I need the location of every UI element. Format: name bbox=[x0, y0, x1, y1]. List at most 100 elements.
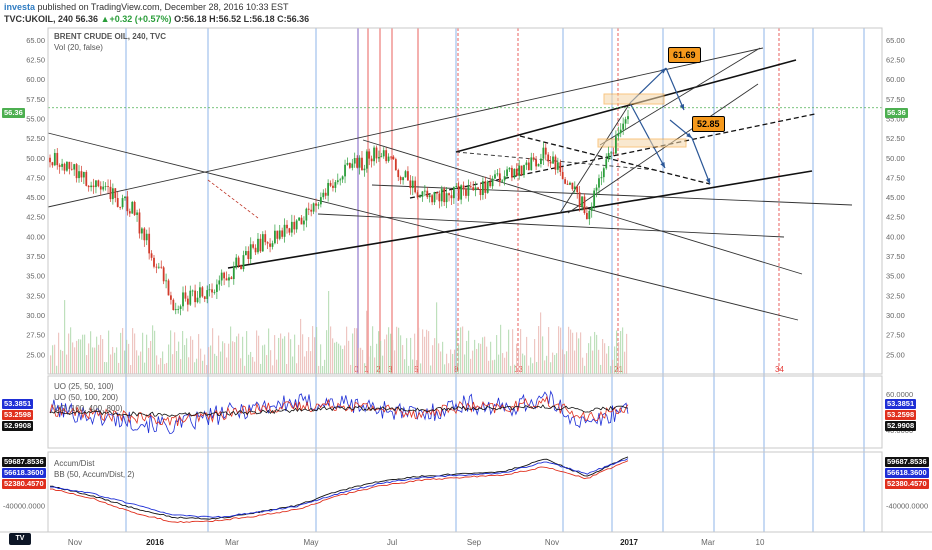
uo-tag-right-1: 53.3851 bbox=[885, 399, 917, 409]
candle-body bbox=[513, 168, 516, 178]
candle-body bbox=[128, 211, 131, 214]
rising-fan-3 bbox=[599, 47, 761, 146]
x-tick-label: Nov bbox=[68, 538, 82, 547]
candle-body bbox=[436, 192, 438, 194]
candle-body bbox=[324, 192, 327, 196]
volume-bar bbox=[254, 361, 256, 374]
volume-bar bbox=[170, 330, 172, 374]
volume-bar bbox=[508, 329, 510, 374]
candle-body bbox=[283, 224, 286, 237]
price-label: 56.36 bbox=[75, 14, 99, 24]
volume-bar bbox=[424, 336, 426, 374]
volume-bar bbox=[388, 327, 390, 374]
candle-body bbox=[66, 161, 68, 171]
volume-bar bbox=[560, 327, 562, 374]
candle-body bbox=[290, 221, 293, 233]
volume-bar bbox=[604, 343, 606, 374]
volume-bar bbox=[262, 345, 264, 374]
x-tick-label: 2017 bbox=[620, 538, 638, 547]
volume-bar bbox=[522, 353, 524, 374]
y-tick-label-right: 35.00 bbox=[886, 272, 905, 281]
x-tick-label: Sep bbox=[467, 538, 482, 547]
candle-body bbox=[353, 158, 356, 164]
volume-bar bbox=[88, 343, 90, 374]
candle-body bbox=[573, 186, 576, 190]
volume-bar bbox=[420, 363, 422, 374]
candle-body bbox=[532, 157, 535, 160]
volume-bar bbox=[362, 349, 364, 374]
volume-bar bbox=[178, 341, 180, 374]
price-tag-left: 56.36 bbox=[2, 108, 25, 118]
candle-body bbox=[341, 176, 344, 180]
candle-body bbox=[496, 173, 499, 175]
fan-line-3 bbox=[371, 184, 853, 206]
up-triangle-icon: ▲ bbox=[100, 14, 110, 24]
volume-bar bbox=[334, 342, 336, 374]
volume-bar bbox=[222, 341, 224, 374]
volume-bar bbox=[534, 339, 536, 374]
candle-body bbox=[419, 196, 421, 198]
author-link[interactable]: investa bbox=[4, 2, 36, 12]
candle-body bbox=[281, 230, 284, 237]
uo-tag-left-3: 52.9908 bbox=[2, 421, 34, 431]
candle-body bbox=[344, 164, 346, 177]
volume-bar bbox=[260, 363, 262, 374]
volume-bar bbox=[218, 335, 220, 374]
candle-body bbox=[63, 163, 66, 171]
candle-body bbox=[382, 150, 385, 157]
volume-bar bbox=[116, 347, 118, 374]
ad-tag-right-3: 52380.4570 bbox=[885, 479, 929, 489]
candle-body bbox=[244, 251, 247, 256]
volume-bar bbox=[300, 318, 302, 374]
y-tick-label-right: 62.50 bbox=[886, 55, 905, 64]
volume-bar bbox=[272, 365, 274, 374]
volume-bar bbox=[494, 359, 496, 374]
volume-bar bbox=[608, 346, 610, 374]
y-tick-label-right: 45.00 bbox=[886, 193, 905, 202]
volume-bar bbox=[238, 333, 240, 374]
candle-body bbox=[409, 180, 412, 189]
candle-body bbox=[627, 116, 629, 120]
volume-bar bbox=[76, 340, 78, 374]
channel-mid-dashed bbox=[409, 113, 816, 199]
volume-bar bbox=[168, 344, 170, 374]
candle-body bbox=[361, 157, 363, 171]
volume-bar bbox=[600, 364, 602, 374]
volume-bar bbox=[338, 343, 340, 374]
candle-body bbox=[189, 290, 192, 305]
candle-body bbox=[288, 228, 291, 233]
volume-bar bbox=[446, 353, 448, 374]
volume-bar bbox=[102, 339, 104, 374]
volume-bar bbox=[274, 335, 276, 374]
candle-body bbox=[549, 161, 552, 164]
volume-bar bbox=[242, 336, 244, 374]
candle-body bbox=[186, 298, 189, 305]
volume-bar bbox=[450, 349, 452, 374]
candle-body bbox=[610, 152, 612, 154]
volume-bar bbox=[484, 336, 486, 374]
published-text: published on TradingView.com, December 2… bbox=[37, 2, 289, 12]
volume-bar bbox=[180, 359, 182, 374]
volume-bar bbox=[160, 358, 162, 374]
uo-panel-frame bbox=[47, 375, 883, 449]
candle-body bbox=[319, 197, 322, 205]
ad-legend-2: BB (50, Accum/Dist, 2) bbox=[54, 470, 135, 479]
candle-body bbox=[373, 147, 375, 162]
volume-bar bbox=[386, 334, 388, 374]
x-tick-label: May bbox=[303, 538, 318, 547]
y-tick-label-left: 52.50 bbox=[26, 134, 45, 143]
volume-bar bbox=[130, 365, 132, 374]
candle-body bbox=[334, 182, 337, 188]
volume-bar bbox=[422, 329, 424, 374]
volume-bar bbox=[312, 326, 314, 374]
volume-bar bbox=[124, 350, 126, 374]
candle-body bbox=[240, 265, 242, 270]
volume-bar bbox=[348, 340, 350, 374]
volume-bar bbox=[206, 365, 208, 374]
volume-bar bbox=[256, 330, 258, 374]
y-tick-label-right: 42.50 bbox=[886, 213, 905, 222]
candle-body bbox=[140, 228, 143, 234]
volume-bar bbox=[318, 365, 320, 374]
main-panel-frame bbox=[47, 27, 883, 375]
